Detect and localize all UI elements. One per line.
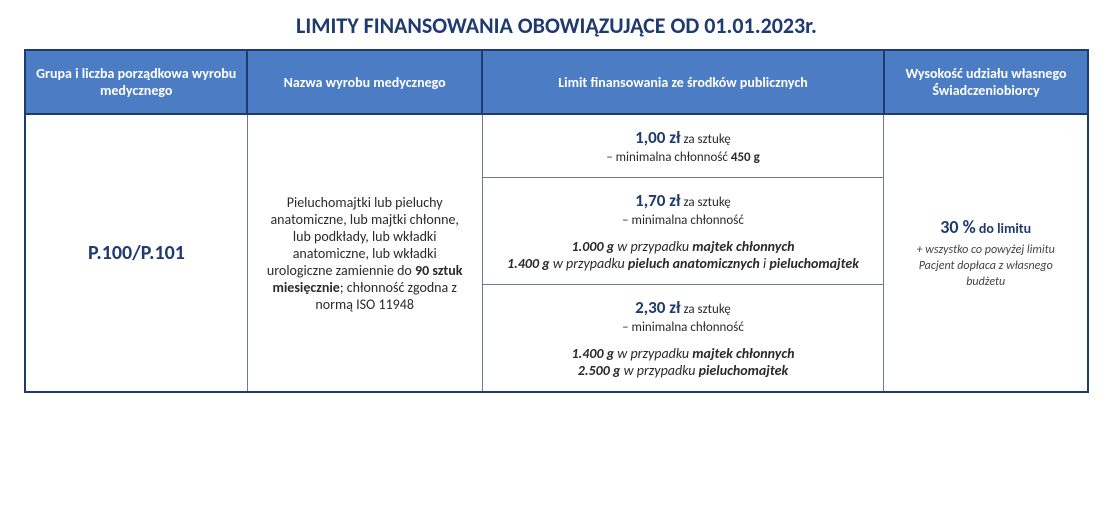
cell-limit-tier: 1,00 zł za sztukę – minimalna chłonność … xyxy=(482,114,884,178)
cell-contribution: 30 % do limitu + wszystko co powyżej lim… xyxy=(884,114,1088,392)
limit-bold: pieluchomajtek xyxy=(699,362,789,379)
limit-mid: w przypadku xyxy=(620,362,698,379)
limit-mid: w przypadku xyxy=(614,238,692,255)
limit-tail-i: i xyxy=(760,255,770,272)
col-header-product: Nazwa wyrobu medycznego xyxy=(247,50,482,114)
limit-weight: 1.400 g xyxy=(507,255,550,272)
limit-per: za sztukę xyxy=(681,132,731,147)
limit-mid: w przypadku xyxy=(614,345,692,362)
limit-detail: 1.000 g w przypadku majtek chłonnych xyxy=(501,238,866,255)
page-title: LIMITY FINANSOWANIA OBOWIĄZUJĄCE OD 01.0… xyxy=(24,12,1089,39)
table-row: P.100/P.101 Pieluchomajtki lub pieluchy … xyxy=(25,114,1088,178)
limit-sub-prefix: – minimalna chłonność xyxy=(501,213,866,228)
limit-sub-prefix: – minimalna chłonność xyxy=(501,320,866,335)
limit-bold: majtek chłonnych xyxy=(692,345,794,362)
limit-sub-prefix: – minimalna chłonność xyxy=(606,150,731,165)
limit-sub-bold: 450 g xyxy=(731,150,760,165)
limit-bold: majtek chłonnych xyxy=(692,238,794,255)
col-header-limit: Limit finansowania ze środków publicznyc… xyxy=(482,50,884,114)
table-header-row: Grupa i liczba porządkowa wyrobu medyczn… xyxy=(25,50,1088,114)
limit-weight: 2.500 g xyxy=(578,362,621,379)
col-header-contrib: Wysokość udziału własnego Świadczeniobio… xyxy=(884,50,1088,114)
limit-price: 1,70 zł xyxy=(635,190,680,211)
limit-per: za sztukę xyxy=(681,195,731,210)
contrib-rest: do limitu xyxy=(976,220,1031,237)
col-header-group: Grupa i liczba porządkowa wyrobu medyczn… xyxy=(25,50,247,114)
limit-bold: pieluch anatomicznych xyxy=(628,255,760,272)
limit-price: 1,00 zł xyxy=(635,127,680,148)
limit-bold2: pieluchomajtek xyxy=(769,255,859,272)
contrib-percent: 30 % xyxy=(940,216,975,238)
contrib-note: + wszystko co powyżej limitu Pacjent dop… xyxy=(902,242,1069,291)
cell-group: P.100/P.101 xyxy=(25,114,247,392)
cell-limit-tier: 2,30 zł za sztukę – minimalna chłonność … xyxy=(482,285,884,393)
group-code: P.100/P.101 xyxy=(88,241,185,265)
limit-per: za sztukę xyxy=(681,302,731,317)
limit-detail: 2.500 g w przypadku pieluchomajtek xyxy=(501,362,866,379)
limits-table: Grupa i liczba porządkowa wyrobu medyczn… xyxy=(24,49,1089,393)
limit-detail: 1.400 g w przypadku pieluch anatomicznyc… xyxy=(501,255,866,272)
cell-limit-tier: 1,70 zł za sztukę – minimalna chłonność … xyxy=(482,178,884,285)
limit-weight: 1.400 g xyxy=(571,345,614,362)
limit-weight: 1.000 g xyxy=(571,238,614,255)
limit-price: 2,30 zł xyxy=(635,297,680,318)
limit-mid: w przypadku xyxy=(550,255,628,272)
limit-detail: 1.400 g w przypadku majtek chłonnych xyxy=(501,345,866,362)
cell-product: Pieluchomajtki lub pieluchy anatomiczne,… xyxy=(247,114,482,392)
